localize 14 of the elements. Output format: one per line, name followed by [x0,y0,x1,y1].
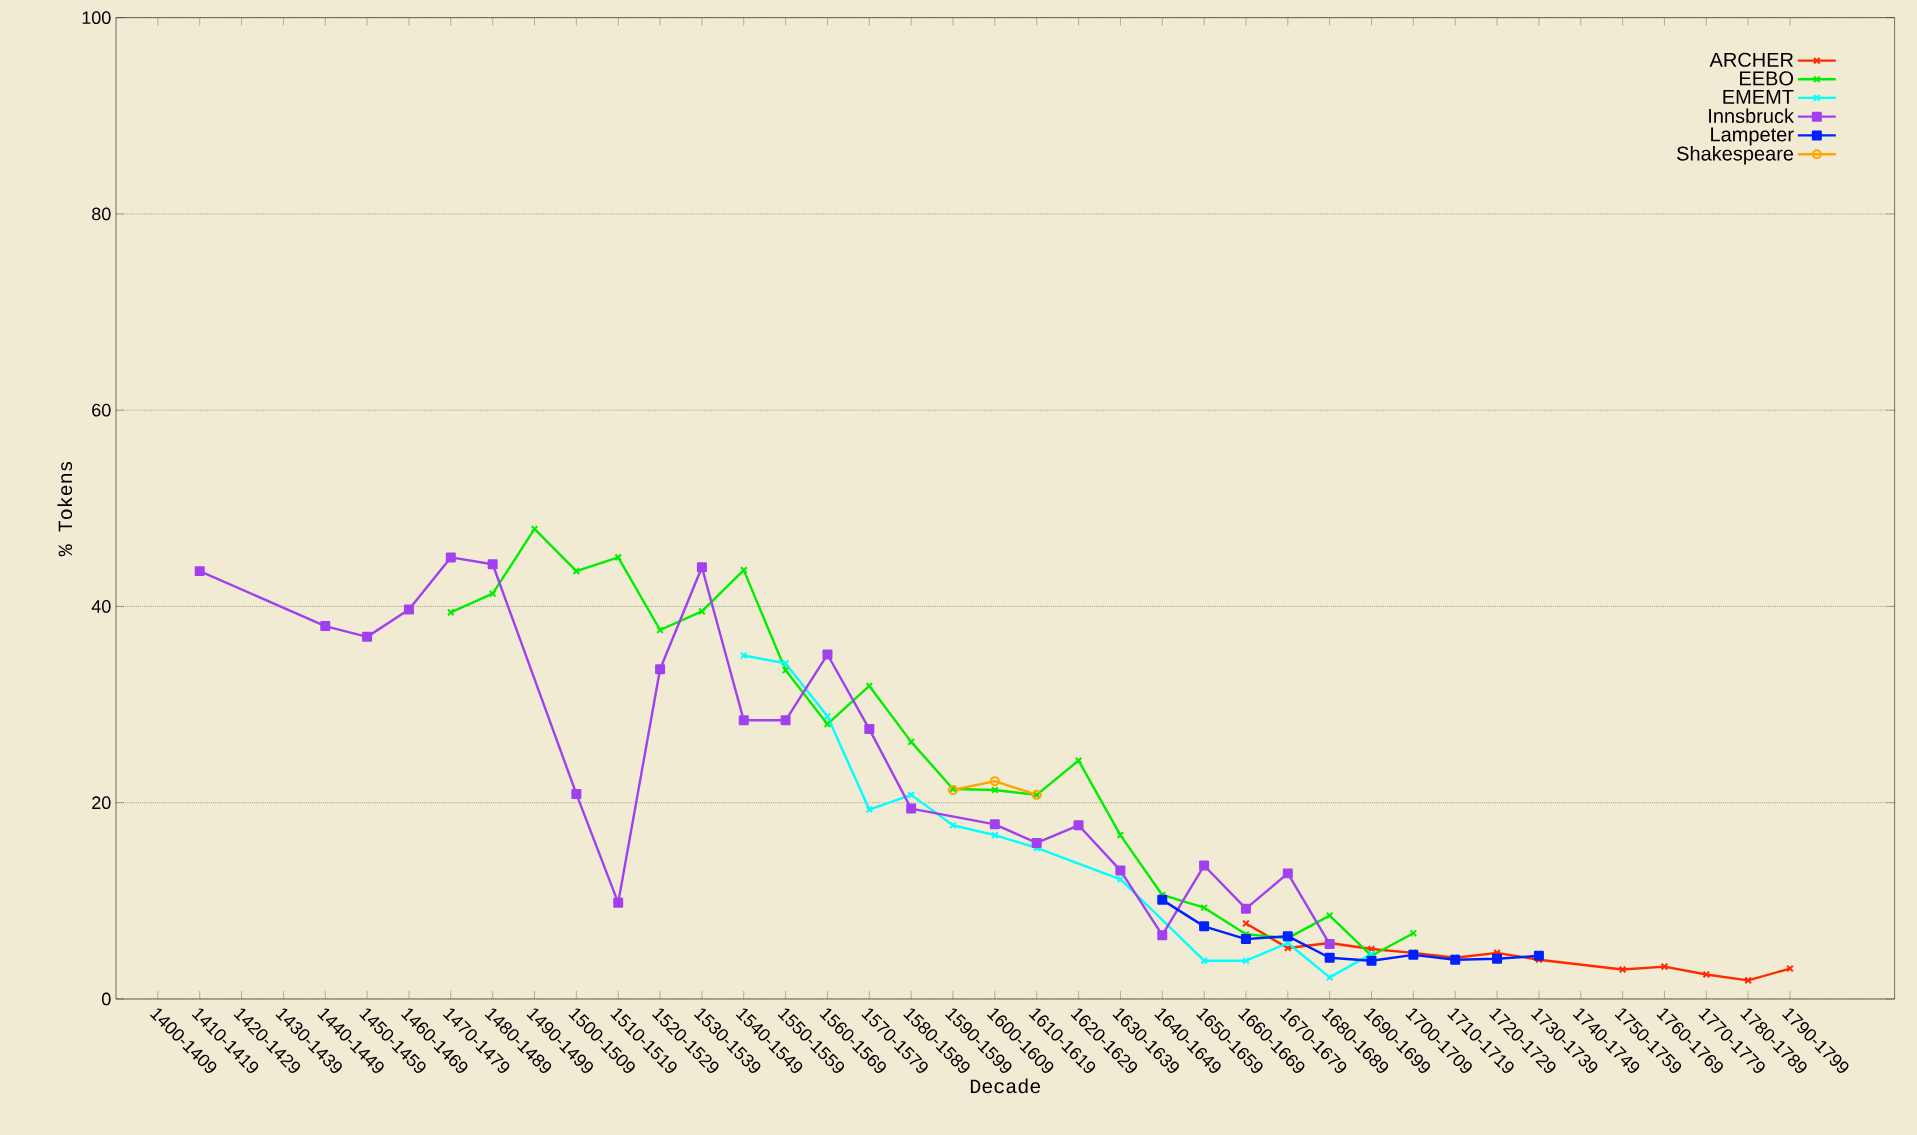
y-tick-label: 100 [82,11,111,25]
legend-label: EMEMT [1723,89,1794,104]
y-tick-label: 0 [102,992,111,1006]
y-tick-label: 20 [92,796,111,810]
legend-label: ARCHER [1709,52,1794,67]
x-axis-title: Decade [970,1078,1040,1094]
y-tick-label: 60 [92,403,111,417]
legend-label: EEBO [1740,71,1794,86]
y-tick-label: 80 [92,207,111,221]
y-tick-label: 40 [91,600,111,613]
legend-label: Innsbruck [1709,108,1794,124]
legend-label: Lampeter [1711,127,1794,146]
legend-label: Shakespeare [1677,145,1794,165]
y-axis-title: % Tokens [57,461,73,557]
